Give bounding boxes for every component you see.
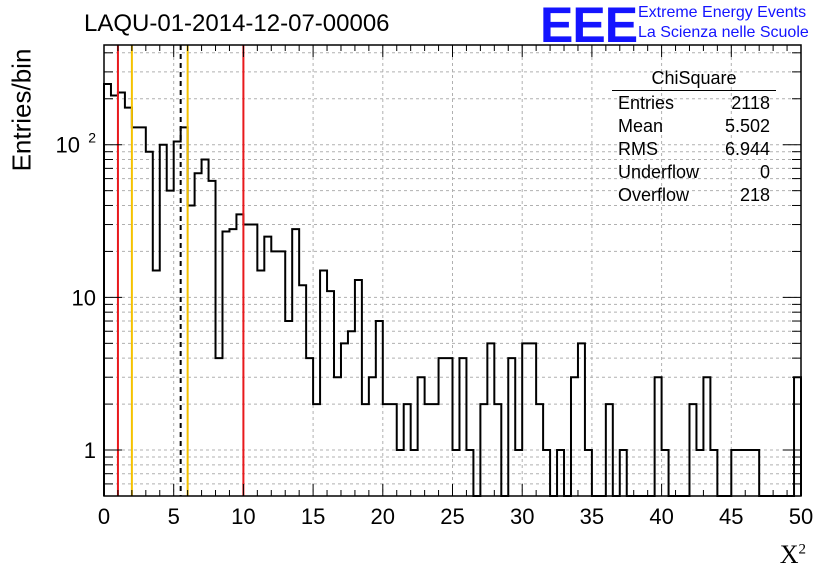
x-tick-label: 15 [301, 504, 325, 529]
histogram-series [103, 82, 802, 497]
x-tick-label: 35 [580, 504, 604, 529]
stats-label: Mean [618, 116, 664, 136]
y-tick-label: 1 [84, 438, 96, 463]
x-axis-label: X2 [779, 540, 806, 569]
x-tick-label: 25 [440, 504, 464, 529]
x-tick-label: 50 [789, 504, 813, 529]
y-tick-label: 10 [56, 133, 80, 158]
stats-value: 0 [759, 162, 770, 182]
x-tick-label: 5 [168, 504, 180, 529]
stats-row: RMS 6.944 [612, 138, 776, 161]
x-tick-label: 0 [98, 504, 110, 529]
logo-line-2: La Scienza nelle Scuole [638, 24, 809, 41]
stats-label: Entries [618, 93, 675, 113]
stats-title: ChiSquare [612, 68, 776, 91]
stats-row: Mean 5.502 [612, 115, 776, 138]
stats-value: 5.502 [724, 116, 770, 136]
stats-value: 6.944 [724, 139, 770, 159]
eee-logo: EEE [540, 0, 638, 53]
y-tick-label-exponent: 2 [88, 130, 96, 146]
x-tick-label: 40 [649, 504, 673, 529]
stats-value: 2118 [731, 93, 770, 113]
stats-row: Underflow 0 [612, 161, 776, 184]
stats-box: ChiSquare Entries 2118 Mean 5.502 RMS 6.944… [612, 68, 776, 207]
x-tick-label: 45 [719, 504, 743, 529]
x-tick-label: 30 [510, 504, 534, 529]
stats-row: Entries 2118 [612, 92, 776, 115]
y-axis-label: Entries/bin [6, 48, 37, 172]
x-tick-label: 20 [371, 504, 395, 529]
x-tick-label: 10 [231, 504, 255, 529]
stats-value: 218 [739, 185, 770, 205]
stats-label: RMS [618, 139, 658, 159]
chart-title: LAQU-01-2014-12-07-00006 [84, 10, 390, 37]
stats-row: Overflow 218 [612, 184, 776, 207]
stats-label: Underflow [618, 162, 700, 182]
y-tick-label: 10 [72, 285, 96, 310]
stats-label: Overflow [618, 185, 690, 205]
logo-line-1: Extreme Energy Events [638, 4, 807, 21]
